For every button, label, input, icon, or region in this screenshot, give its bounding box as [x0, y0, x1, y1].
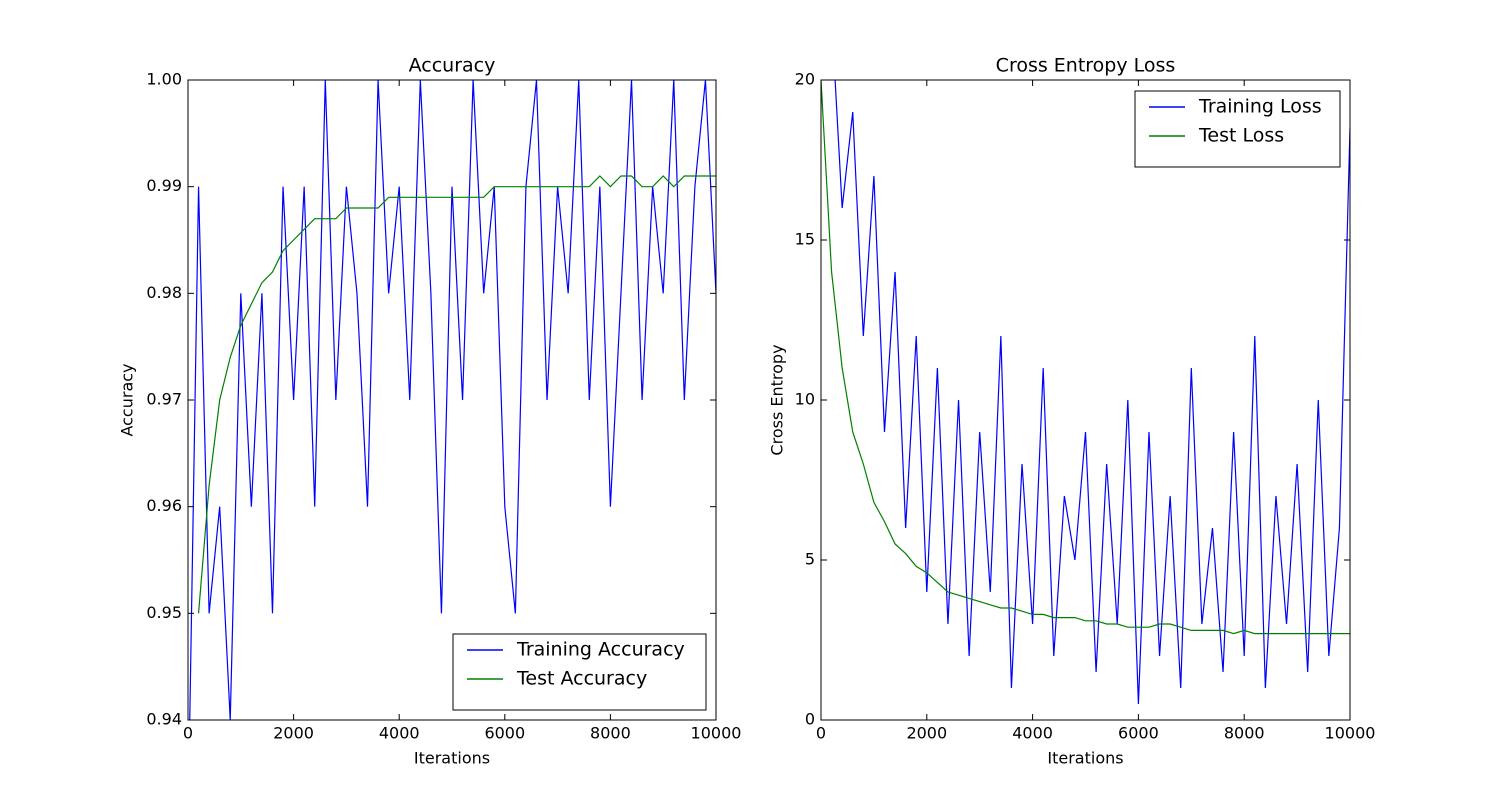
y-tick-label: 0.98 [146, 283, 182, 302]
y-tick-label: 20 [795, 70, 815, 89]
legend-box [452, 633, 707, 711]
legend-label: Test Accuracy [516, 668, 647, 690]
x-tick-label: 0 [183, 724, 193, 743]
y-tick-label: 15 [795, 230, 815, 249]
x-tick-label: 8000 [1224, 724, 1265, 743]
chart-title: Accuracy [409, 55, 496, 77]
data-line [197, 175, 716, 614]
y-axis-label: Cross Entropy [768, 344, 787, 455]
data-line [189, 80, 716, 720]
legend-label: Training Accuracy [516, 639, 685, 661]
data-line [821, 80, 1350, 705]
legend-label: Training Loss [1198, 96, 1322, 118]
data-line [821, 80, 1350, 635]
axes-frame [187, 79, 717, 721]
plot-area [189, 80, 716, 720]
x-tick-label: 4000 [1012, 724, 1053, 743]
y-tick-label: 10 [795, 390, 815, 409]
x-tick-label: 0 [816, 724, 826, 743]
x-axis-label: Iterations [414, 749, 490, 768]
plot-area [821, 80, 1350, 705]
y-axis-label: Accuracy [118, 363, 137, 436]
y-tick-label: 0.97 [146, 390, 182, 409]
y-tick-label: 0.99 [146, 176, 182, 195]
y-tick-label: 0.95 [146, 603, 182, 622]
x-tick-label: 6000 [484, 724, 525, 743]
y-tick-label: 0.94 [146, 710, 182, 729]
x-tick-label: 8000 [590, 724, 631, 743]
x-tick-label: 2000 [906, 724, 947, 743]
x-tick-label: 10000 [1325, 724, 1376, 743]
x-axis-label: Iterations [1047, 749, 1123, 768]
legend-label: Test Loss [1198, 125, 1284, 147]
y-tick-label: 1.00 [146, 70, 182, 89]
y-tick-label: 0 [805, 710, 815, 729]
x-tick-label: 2000 [273, 724, 314, 743]
x-tick-label: 6000 [1118, 724, 1159, 743]
y-tick-label: 0.96 [146, 496, 182, 515]
legend-box [1134, 90, 1341, 168]
x-tick-label: 4000 [379, 724, 420, 743]
x-tick-label: 10000 [691, 724, 742, 743]
chart-title: Cross Entropy Loss [996, 55, 1176, 77]
y-tick-label: 5 [805, 550, 815, 569]
